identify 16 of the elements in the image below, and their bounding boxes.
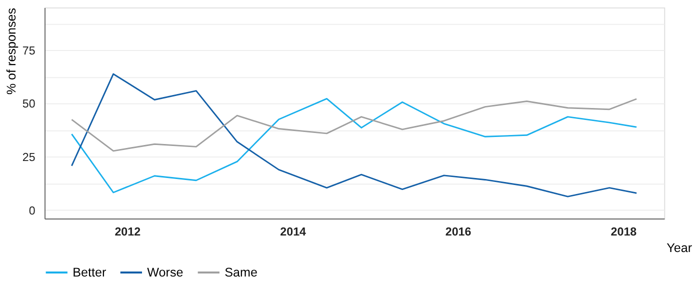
y-tick-label: 25 [22,151,36,164]
y-tick-label: 75 [22,44,36,58]
y-tick-label: 50 [22,98,36,111]
line-series [70,73,638,198]
line-series [70,98,638,152]
x-tick-label: 2018 [610,225,638,238]
x-tick-label: 2014 [280,225,307,238]
y-tick-label: 0 [28,204,36,218]
line-series [70,98,638,194]
legend-label: Same [224,265,258,280]
x-axis-title: Year [666,240,692,255]
x-tick-label: 2012 [114,225,141,238]
y-axis-title: % of responses [4,8,19,95]
legend-label: Worse [147,265,184,280]
legend-label: Better [72,265,106,280]
x-tick-label: 2016 [445,225,472,238]
